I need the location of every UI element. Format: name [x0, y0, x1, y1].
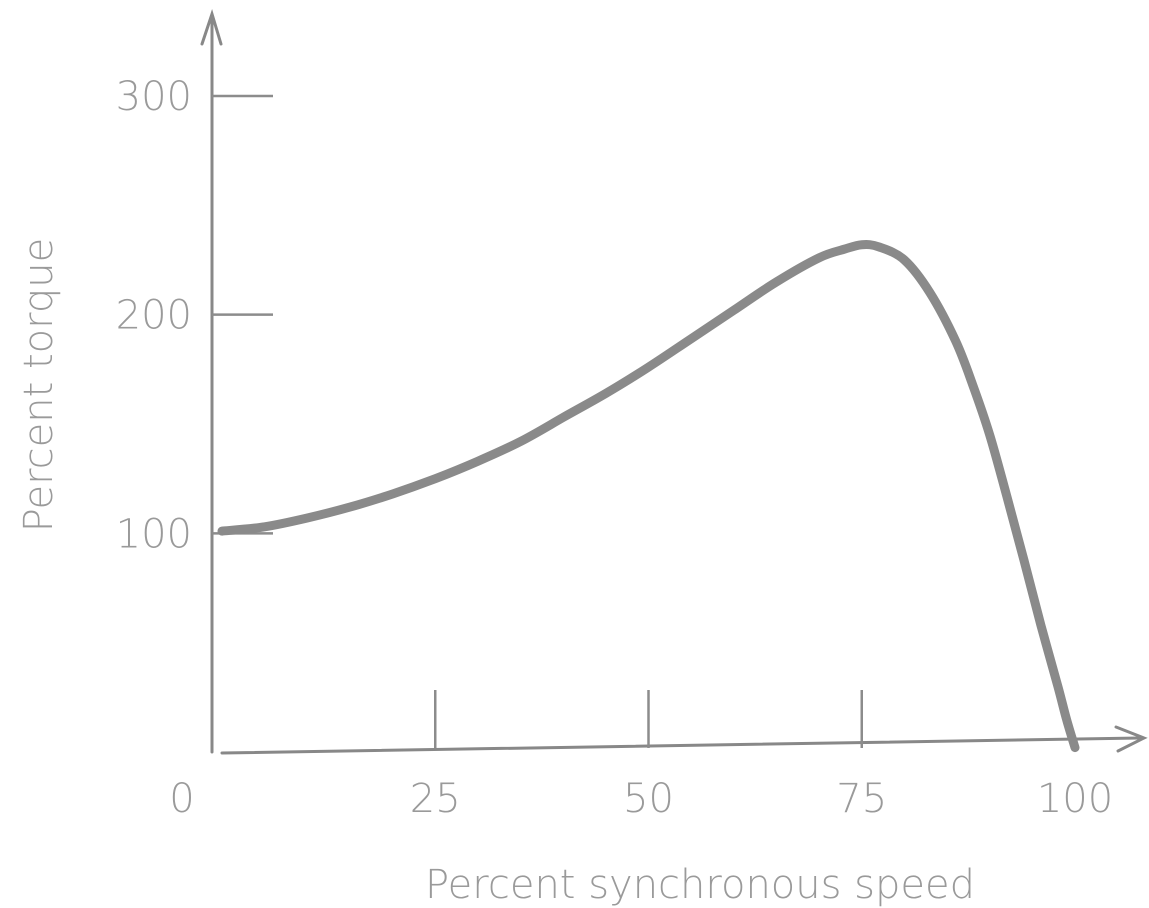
y-tick-label: 300	[116, 74, 192, 120]
x-tick-label: 50	[623, 776, 674, 822]
x-tick-label: 25	[410, 776, 461, 822]
x-tick-label: 100	[1037, 776, 1113, 822]
x-ticks: 0 25 50 75 100	[169, 690, 1113, 822]
x-axis-line	[220, 736, 1142, 755]
series	[217, 240, 1080, 753]
y-axis-title: Percent torque	[16, 238, 62, 532]
x-tick-label: 75	[836, 776, 887, 822]
y-tick-label: 200	[116, 293, 192, 339]
x-axis-title: Percent synchronous speed	[425, 862, 975, 908]
y-axis-arrow	[200, 9, 223, 46]
x-tick-label: 0	[169, 776, 194, 822]
x-axis-arrow	[1114, 725, 1148, 753]
y-tick-label: 100	[116, 511, 192, 557]
torque-curve-line	[217, 240, 1080, 753]
y-ticks: 100 200 300	[116, 74, 273, 557]
axes	[200, 9, 1148, 755]
